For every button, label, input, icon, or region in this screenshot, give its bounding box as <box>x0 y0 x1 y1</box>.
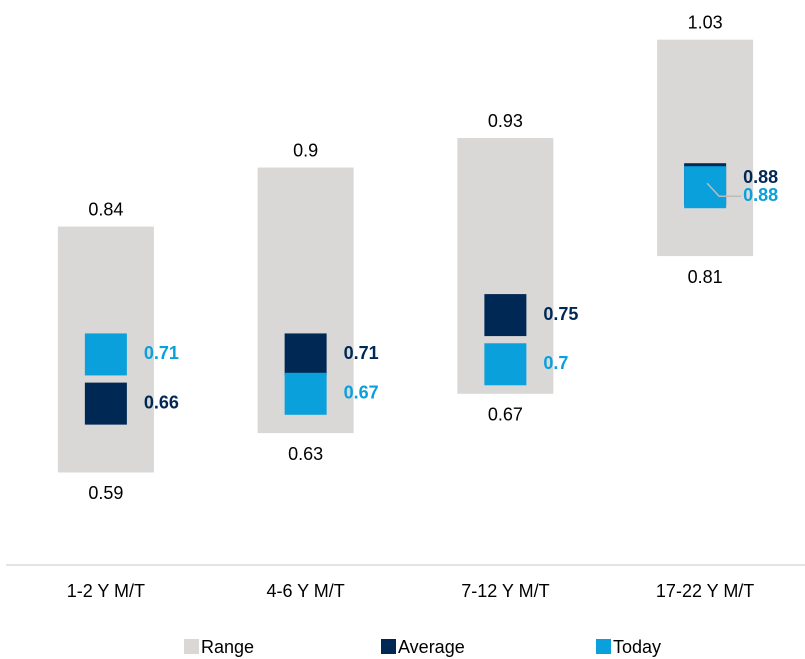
range-low-label: 0.67 <box>488 405 523 425</box>
legend-swatch <box>596 639 611 654</box>
legend-label: Today <box>613 637 661 657</box>
range-low-label: 0.59 <box>88 483 123 503</box>
today-marker <box>684 166 727 209</box>
range-high-label: 1.03 <box>688 12 723 32</box>
today-label: 0.71 <box>144 343 179 363</box>
range-high-label: 0.93 <box>488 111 523 131</box>
legend-label: Range <box>201 637 254 657</box>
range-low-label: 0.63 <box>288 444 323 464</box>
range-high-label: 0.84 <box>88 199 123 219</box>
legend-label: Average <box>398 637 465 657</box>
legend-swatch <box>184 639 199 654</box>
average-marker <box>284 333 327 376</box>
range-high-label: 0.9 <box>293 140 318 160</box>
today-marker <box>484 343 527 386</box>
today-label: 0.7 <box>543 353 568 373</box>
range-bar <box>657 39 754 257</box>
x-tick-label: 17-22 Y M/T <box>656 581 754 601</box>
today-marker <box>284 372 327 415</box>
x-tick-label: 7-12 Y M/T <box>461 581 549 601</box>
today-marker <box>84 333 127 376</box>
today-label: 0.67 <box>344 383 379 403</box>
average-marker <box>484 294 527 337</box>
average-marker <box>84 382 127 425</box>
x-tick-label: 4-6 Y M/T <box>266 581 344 601</box>
today-label: 0.88 <box>743 185 778 205</box>
average-label: 0.75 <box>543 304 578 324</box>
average-label: 0.66 <box>144 392 179 412</box>
leader-line <box>706 182 742 197</box>
range-low-label: 0.81 <box>688 267 723 287</box>
x-tick-label: 1-2 Y M/T <box>67 581 145 601</box>
average-label: 0.71 <box>344 343 379 363</box>
average-label: 0.88 <box>743 167 778 187</box>
legend-swatch <box>381 639 396 654</box>
